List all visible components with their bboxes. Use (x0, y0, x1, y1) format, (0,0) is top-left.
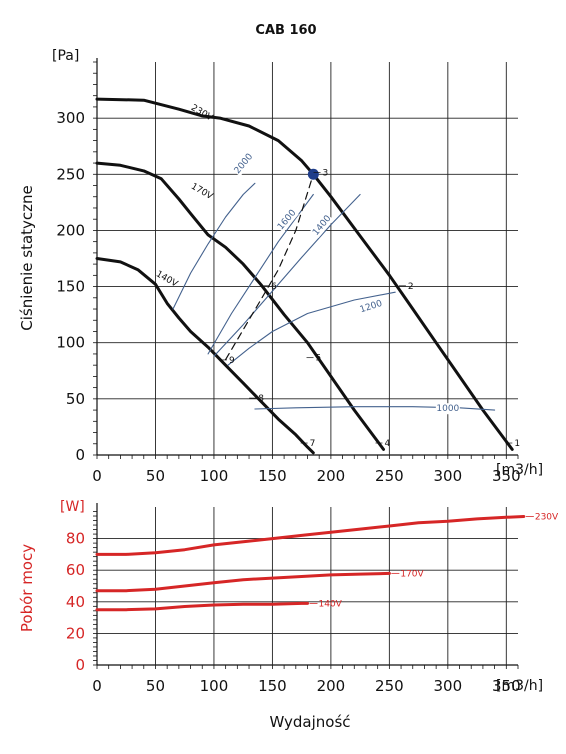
power-x-tick-label: 350 (492, 677, 521, 695)
power-grid: 0 50 100 150 200 250 300 350 0 20 40 60 80 (66, 503, 521, 695)
power-curve-label: 140V (319, 599, 343, 609)
power-x-tick-label: 150 (258, 677, 287, 695)
fan-curve-170V (95, 161, 385, 451)
operating-point-label: 8 (258, 394, 264, 404)
iso-curve-1200 (227, 291, 396, 366)
pressure-x-tick-label: 0 (92, 467, 102, 485)
flow-unit-label-bottom: [m3/h] (496, 678, 543, 694)
fan-curve-140V (95, 257, 315, 455)
iso-label-background (231, 150, 256, 177)
power-labels: 230V 170V 140V (309, 512, 559, 609)
power-x-tick-label: 0 (92, 677, 102, 695)
operating-point-marker (307, 168, 319, 180)
pressure-y-tick-label: 50 (66, 390, 85, 408)
pressure-y-tick-label: 100 (56, 334, 85, 352)
operating-point-label: 1 (514, 439, 520, 449)
operating-point-label: 5 (316, 354, 322, 364)
pressure-axis-title: Ciśnienie statyczne (18, 185, 36, 331)
flow-unit-label-top: [m3/h] (496, 462, 543, 478)
chart-title: CAB 160 (255, 23, 316, 38)
pressure-x-tick-label: 100 (200, 467, 229, 485)
power-y-tick-label: 60 (66, 561, 85, 579)
operating-point-label: 6 (271, 282, 277, 292)
pressure-curves (95, 97, 514, 455)
pressure-y-tick-label: 200 (56, 221, 85, 239)
pressure-x-tick-label: 150 (258, 467, 287, 485)
power-curve-label: 230V (535, 512, 559, 522)
operating-point-label: 3 (323, 168, 329, 178)
power-curves (95, 515, 526, 612)
power-y-tick-label: 20 (66, 624, 85, 642)
power-unit-label: [W] (60, 499, 85, 515)
iso-label-background (310, 212, 334, 239)
iso-label-background (357, 297, 385, 316)
fan-curve-label: 170V (189, 182, 215, 203)
power-curve-140V (95, 601, 309, 612)
pressure-grid: 0 50 100 150 200 250 300 350 0 50 100 150 200 250 300 (56, 58, 521, 485)
pressure-x-tick-label: 300 (434, 467, 463, 485)
iso-curve-1000 (254, 406, 496, 411)
pressure-x-tick-label: 350 (492, 467, 521, 485)
pressure-y-tick-label: 150 (56, 278, 85, 296)
pressure-x-tick-label: 250 (375, 467, 404, 485)
power-x-tick-label: 200 (317, 677, 346, 695)
power-y-tick-label: 40 (66, 593, 85, 611)
power-x-tick-label: 100 (200, 677, 229, 695)
fan-curve-230V (95, 97, 514, 451)
operating-point-label: 2 (408, 282, 414, 292)
iso-curve-1400 (213, 193, 361, 357)
iso-curve-1600 (207, 193, 314, 355)
power-curve-230V (95, 515, 526, 556)
pressure-y-tick-label: 300 (56, 109, 85, 127)
pressure-x-tick-label: 200 (317, 467, 346, 485)
power-axis-title: Pobór mocy (18, 544, 36, 632)
iso-curve-label: 1200 (359, 299, 384, 316)
power-x-tick-label: 300 (434, 677, 463, 695)
fan-curve-label: 230V (189, 103, 215, 124)
power-x-tick-label: 250 (375, 677, 404, 695)
power-x-tick-label: 50 (146, 677, 165, 695)
iso-curve-label: 1000 (436, 404, 459, 414)
iso-curve-2000 (172, 182, 256, 310)
operating-point-label: 4 (385, 439, 391, 449)
operating-point-label: 9 (229, 356, 235, 366)
iso-label-background (435, 403, 460, 415)
pressure-unit-label: [Pa] (52, 48, 79, 64)
flow-axis-title: Wydajność (269, 713, 350, 731)
power-curve-170V (95, 571, 391, 593)
power-y-tick-label: 0 (75, 656, 85, 674)
pressure-y-tick-label: 0 (75, 446, 85, 464)
pressure-y-tick-label: 250 (56, 165, 85, 183)
pressure-x-tick-label: 50 (146, 467, 165, 485)
operating-point-label: 7 (310, 439, 316, 449)
power-curve-label: 170V (400, 569, 424, 579)
iso-label-background (274, 207, 299, 233)
power-y-tick-label: 80 (66, 530, 85, 548)
